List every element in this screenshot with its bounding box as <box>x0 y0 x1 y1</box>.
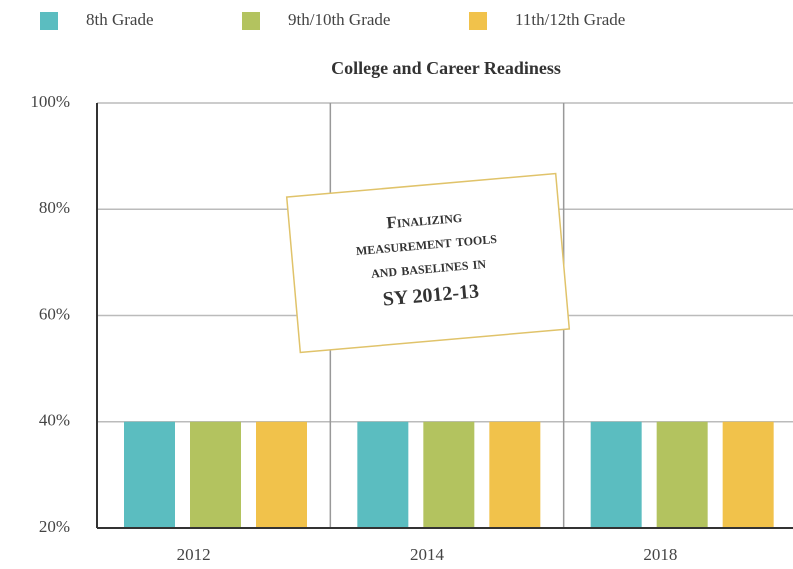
bar <box>124 421 175 528</box>
x-tick-label: 2012 <box>177 545 211 564</box>
bar <box>423 421 475 528</box>
y-tick-label: 20% <box>39 517 70 536</box>
y-tick-label: 40% <box>39 411 70 430</box>
bar <box>489 421 541 528</box>
bar <box>656 421 708 528</box>
chart-title: College and Career Readiness <box>331 58 561 78</box>
y-tick-label: 80% <box>39 198 70 217</box>
x-tick-label: 2018 <box>643 545 677 564</box>
bar <box>722 421 774 528</box>
bar <box>590 421 642 528</box>
note-box <box>285 172 571 354</box>
bar <box>190 421 241 528</box>
legend-label: 8th Grade <box>86 10 154 29</box>
y-tick-label: 60% <box>39 304 70 323</box>
y-tick-label: 100% <box>30 92 70 111</box>
bar <box>256 421 307 528</box>
legend-swatch <box>40 12 58 30</box>
legend-swatch <box>242 12 260 30</box>
legend-label: 9th/10th Grade <box>288 10 390 29</box>
legend-swatch <box>469 12 487 30</box>
bar <box>357 421 409 528</box>
legend-label: 11th/12th Grade <box>515 10 625 29</box>
x-tick-label: 2014 <box>410 545 445 564</box>
